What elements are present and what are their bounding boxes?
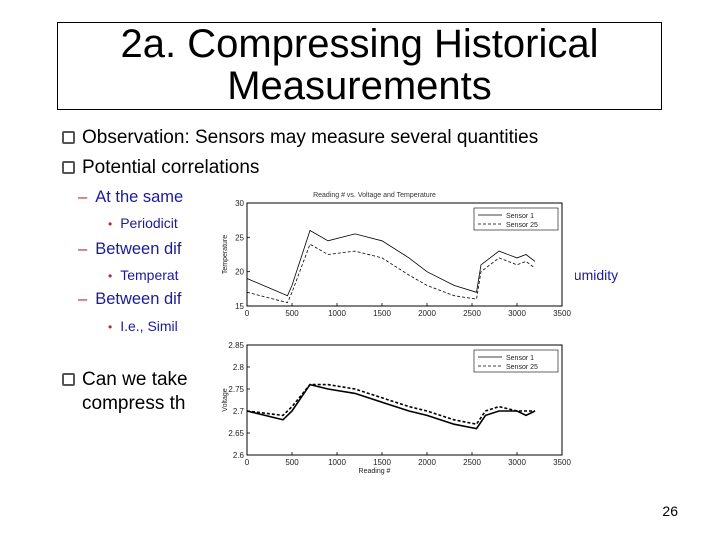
checkbox-bullet-icon [62,131,75,144]
y-tick-label: 30 [235,199,244,208]
x-tick-label: 2500 [463,309,481,318]
bullet-question-line-2: compress th [82,393,186,414]
dash-bullet-icon: – [78,290,88,308]
dot-bullet-icon: • [108,320,113,334]
sub-bullet-between-1: – Between dif [78,240,181,259]
series-line-sensor-1 [246,229,536,297]
sub-sub-bullet-periodicity: • Periodicit [108,215,178,231]
sub-sub-bullet-humidity-text: humidity [566,267,619,283]
chart-title: Reading # vs. Voltage and Temperature [313,192,436,199]
sub-sub-bullet-similar: • I.e., Simil [108,318,178,334]
sub-sub-bullet-temperature: • Temperat [108,267,179,283]
y-tick-label: 2.65 [228,429,244,438]
y-tick-label: 2.6 [233,451,245,460]
x-tick-label: 3500 [553,309,571,318]
series-line-sensor-25 [246,243,536,304]
legend-label: Sensor 25 [506,222,538,229]
bullet-question-line-1: Can we take [82,369,188,390]
y-axis-label: Voltage [222,388,229,411]
y-tick-label: 2.75 [228,385,244,394]
sub-sub-bullet-temperature-text: Temperat [120,267,179,283]
y-axis-label: Temperature [222,235,229,274]
x-tick-label: 2500 [463,458,481,467]
chart-figure: Reading # vs. Voltage and Temperature 0 50… [205,183,575,475]
dash-bullet-icon: – [78,188,88,206]
x-tick-label: 3500 [553,458,571,467]
chart-svg: Reading # vs. Voltage and Temperature 0 50… [222,192,571,475]
sub-sub-bullet-similar-text: I.e., Simil [120,318,178,334]
x-tick-label: 1500 [373,458,391,467]
checkbox-bullet-icon [62,373,75,386]
legend-box [473,207,559,231]
legend-label: Sensor 25 [506,364,538,371]
y-tick-label: 20 [235,268,244,277]
slide-title: 2a. Compressing Historical Measurements [57,22,662,110]
sub-bullet-between-2: – Between dif [78,290,181,309]
dash-bullet-icon: – [78,240,88,258]
x-tick-label: 3000 [508,458,526,467]
x-axis-label: Reading # [359,468,391,475]
checkbox-bullet-icon [62,161,75,174]
bullet-correlations-text: Potential correlations [82,157,260,178]
bullet-correlations: Potential correlations [62,157,259,179]
y-tick-label: 2.7 [233,407,245,416]
x-tick-label: 2000 [418,309,436,318]
sub-bullet-same-time: – At the same [78,188,183,207]
page-number: 26 [662,503,678,519]
bullet-question: Can we take [62,369,188,391]
title-line-1: 2a. Compressing Historical [120,22,599,66]
x-tick-label: 500 [285,458,299,467]
sub-bullet-same-time-text: At the same [95,188,184,206]
x-tick-label: 500 [285,309,299,318]
bullet-observation: Observation: Sensors may measure several… [62,127,538,149]
x-tick-label: 3000 [508,309,526,318]
y-tick-label: 15 [235,302,244,311]
x-tick-label: 0 [245,458,250,467]
x-tick-label: 1500 [373,309,391,318]
sub-bullet-between-2-text: Between dif [95,290,182,308]
legend-label: Sensor 1 [506,355,534,362]
title-line-2: Measurements [227,64,492,108]
x-tick-label: 0 [245,309,250,318]
x-tick-label: 1000 [328,458,346,467]
bullet-observation-text: Observation: Sensors may measure several… [82,127,539,148]
dot-bullet-icon: • [108,217,113,231]
dot-bullet-icon: • [108,269,113,283]
x-tick-label: 2000 [418,458,436,467]
sub-bullet-between-1-text: Between dif [95,240,182,258]
y-tick-label: 2.8 [233,363,245,372]
y-tick-label: 2.85 [228,341,244,350]
series-line-sensor-1 [246,383,536,430]
sub-sub-bullet-periodicity-text: Periodicit [120,215,178,231]
y-tick-label: 25 [235,233,244,242]
legend-box [473,349,559,373]
x-tick-label: 1000 [328,309,346,318]
legend-label: Sensor 1 [506,213,534,220]
